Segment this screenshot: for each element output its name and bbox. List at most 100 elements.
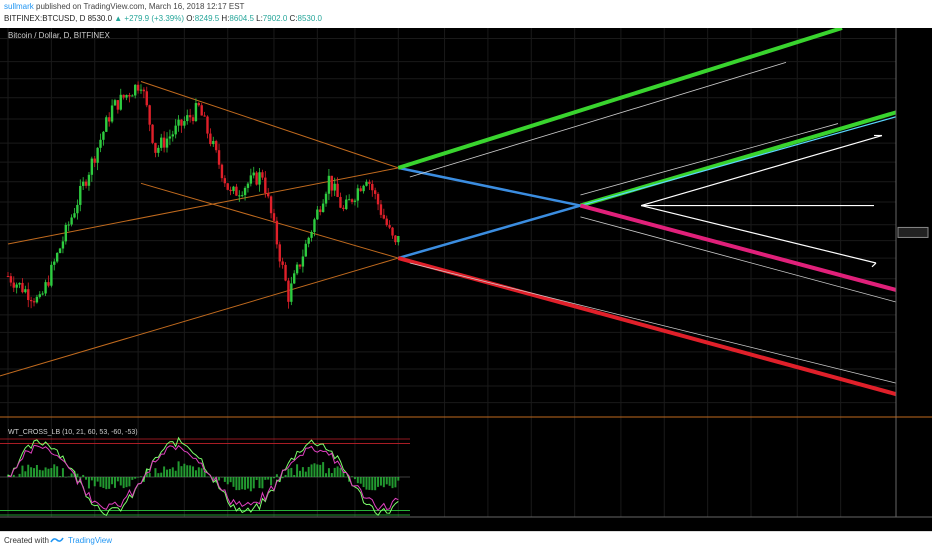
candle-body [391, 228, 393, 236]
candle-body [307, 238, 309, 244]
chart-header: sullmark published on TradingView.com, M… [0, 0, 932, 30]
osc-histogram-bar [192, 466, 194, 477]
candle-body [264, 178, 266, 193]
chart-title: Bitcoin / Dollar, D, BITFINEX [8, 31, 110, 40]
osc-histogram-bar [47, 469, 49, 477]
indicator-label: WT_CROSS_LB (10, 21, 60, 53, -60, -53) [8, 429, 138, 436]
osc-histogram-bar [285, 475, 287, 477]
osc-histogram-bar [261, 477, 263, 488]
osc-histogram-bar [198, 467, 200, 477]
candle-body [53, 262, 55, 265]
candle-body [50, 265, 52, 286]
candle-body [250, 175, 252, 183]
osc-histogram-bar [62, 468, 64, 477]
candle-body [172, 134, 174, 136]
candle-body [65, 225, 67, 241]
candle-body [30, 300, 32, 301]
candle-body [209, 134, 211, 144]
osc-histogram-bar [250, 477, 252, 491]
osc-histogram-bar [56, 466, 58, 477]
publish-text: published on TradingView.com, March 16, … [36, 2, 244, 11]
osc-histogram-bar [371, 477, 373, 490]
candle-body [122, 95, 124, 98]
osc-histogram-bar [287, 469, 289, 477]
osc-histogram-bar [123, 477, 125, 488]
candle-body [56, 253, 58, 262]
candle-body [371, 184, 373, 190]
osc-histogram-bar [131, 477, 133, 480]
candle-body [27, 289, 29, 300]
osc-histogram-bar [247, 477, 249, 489]
candle-body [299, 265, 301, 267]
candle-body [273, 213, 275, 221]
candle-body [198, 103, 200, 105]
candle-body [160, 138, 162, 148]
chart-canvas[interactable]: Bitcoin / Dollar, D, BITFINEX WT_CROSS_L… [0, 28, 932, 531]
osc-histogram-bar [42, 470, 44, 477]
candle-body [96, 148, 98, 163]
candle-body [368, 182, 370, 184]
osc-histogram-bar [126, 477, 128, 487]
osc-histogram-bar [328, 468, 330, 477]
candle-body [189, 115, 191, 117]
candle-body [232, 187, 234, 191]
osc-histogram-bar [354, 477, 356, 479]
osc-histogram-bar [238, 477, 240, 490]
candle-body [134, 85, 136, 96]
candle-body [7, 276, 9, 277]
osc-histogram-bar [30, 467, 32, 477]
candle-body [394, 236, 396, 243]
osc-histogram-bar [172, 467, 174, 477]
candle-body [91, 159, 93, 175]
osc-histogram-bar [325, 473, 327, 477]
osc-histogram-bar [305, 472, 307, 477]
author-link[interactable]: sullmark [4, 2, 34, 11]
osc-histogram-bar [178, 461, 180, 477]
candle-body [386, 219, 388, 225]
osc-histogram-bar [267, 477, 269, 480]
osc-histogram-bar [33, 468, 35, 477]
close-value: 8530.0 [298, 14, 322, 23]
osc-histogram-bar [105, 477, 107, 489]
osc-histogram-bar [334, 468, 336, 477]
candle-body [342, 208, 344, 209]
candle-body [397, 236, 399, 242]
candle-body [279, 244, 281, 261]
candle-body [70, 217, 72, 224]
osc-histogram-bar [180, 466, 182, 477]
candle-body [169, 136, 171, 138]
candle-body [287, 281, 289, 302]
tradingview-logo-icon [50, 535, 64, 545]
osc-histogram-bar [120, 477, 122, 485]
tradingview-brand[interactable]: TradingView [68, 536, 112, 545]
candle-body [137, 85, 139, 91]
candle-body [15, 285, 17, 288]
candle-body [221, 165, 223, 178]
candle-body [186, 115, 188, 121]
candle-body [105, 117, 107, 132]
osc-histogram-bar [85, 477, 87, 480]
candle-body [227, 183, 229, 190]
osc-histogram-bar [389, 477, 391, 486]
candle-body [73, 213, 75, 217]
osc-histogram-bar [337, 466, 339, 477]
publish-info: sullmark published on TradingView.com, M… [4, 2, 244, 11]
osc-histogram-bar [253, 477, 255, 488]
candle-body [24, 289, 26, 292]
candle-body [322, 204, 324, 212]
candle-body [151, 125, 153, 143]
osc-histogram-bar [137, 477, 139, 478]
candle-body [102, 132, 104, 140]
osc-histogram-bar [386, 477, 388, 484]
osc-histogram-bar [149, 473, 151, 477]
candle-body [94, 159, 96, 163]
osc-histogram-bar [313, 463, 315, 477]
candle-body [270, 196, 272, 213]
osc-histogram-bar [363, 477, 365, 487]
candle-body [88, 175, 90, 186]
candle-body [258, 172, 260, 184]
candle-body [348, 199, 350, 200]
osc-histogram-bar [175, 471, 177, 477]
osc-histogram-bar [13, 475, 15, 477]
candle-body [206, 117, 208, 134]
